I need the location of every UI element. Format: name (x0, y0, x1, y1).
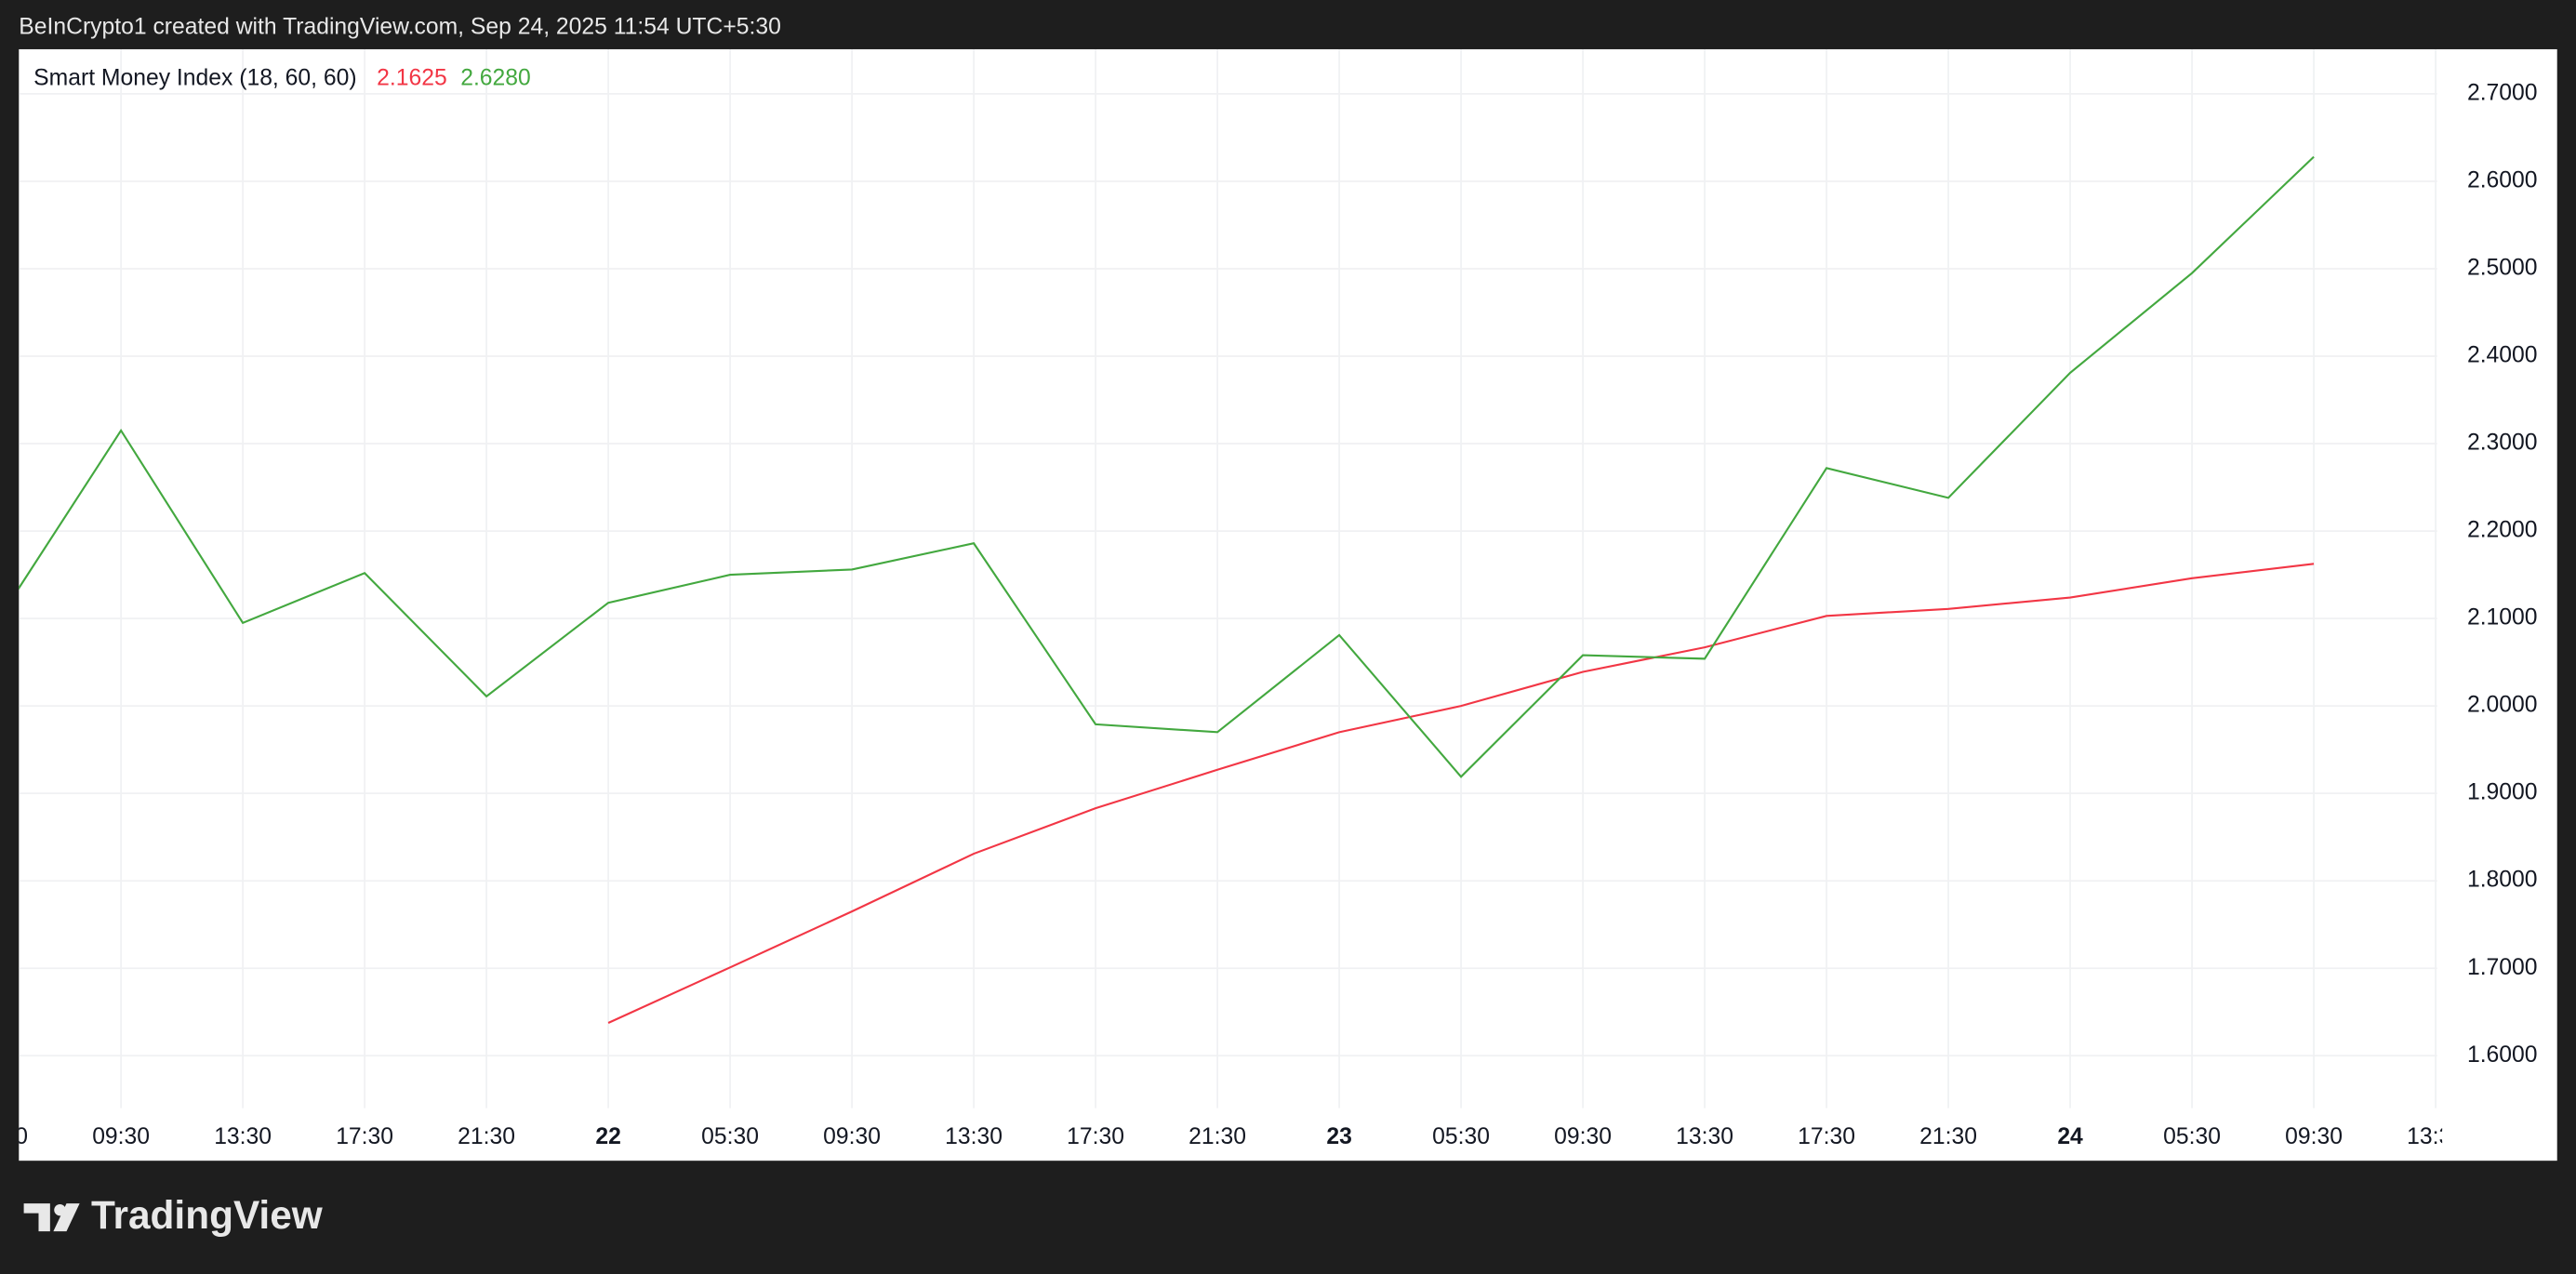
y-tick-label: 2.3000 (2467, 431, 2538, 456)
brand: TradingView (91, 1193, 324, 1237)
x-tick-label: 21:30 (1188, 1124, 1246, 1149)
y-tick-label: 2.0000 (2467, 693, 2538, 718)
x-tick-label: 05:30 (2163, 1124, 2221, 1149)
x-tick-label: 23 (1326, 1124, 1351, 1149)
grid (19, 48, 2437, 1108)
x-tick-label: 13:30 (214, 1124, 272, 1149)
series-line (19, 155, 2315, 778)
x-tick-label: 21:30 (1919, 1124, 1977, 1149)
x-tick-label: 17:30 (336, 1124, 393, 1149)
logo: TradingView (23, 1193, 324, 1237)
chart-pane (19, 48, 2557, 1161)
y-tick-label: 2.6000 (2467, 167, 2538, 192)
x-axis: 05:30 09:30 13:30 17:30 21:30 22 05:30 09:30 13:… (0, 1124, 2464, 1149)
legend-value: 2.6280 (460, 65, 531, 90)
y-tick-label: 1.6000 (2467, 1042, 2538, 1068)
y-tick-label: 1.8000 (2467, 868, 2538, 893)
legend-title: Smart Money Index (18, 60, 60) (33, 65, 356, 90)
y-tick-label: 1.9000 (2467, 780, 2538, 805)
x-tick-label: 21:30 (458, 1124, 515, 1149)
x-tick-label: 13:30 (1676, 1124, 1733, 1149)
y-axis: 1.6000 1.7000 1.8000 1.9000 2.0000 2.1000 2.20… (2467, 80, 2538, 1067)
lines (19, 155, 2315, 1024)
x-tick-label: 13:30 (2407, 1124, 2464, 1149)
x-tick-label: 09:30 (1554, 1124, 1612, 1149)
x-tick-label: 13:30 (945, 1124, 1003, 1149)
y-tick-label: 2.1000 (2467, 605, 2538, 630)
logo-mark (23, 1203, 50, 1232)
x-tick-label: 09:30 (2285, 1124, 2343, 1149)
x-tick-label: 05:30 (1432, 1124, 1490, 1149)
attribution: BeInCrypto1 created with TradingView.com… (19, 15, 781, 40)
series-line (607, 563, 2315, 1024)
legend: Smart Money Index (18, 60, 60) 2.1625 2.… (33, 65, 531, 90)
y-tick-label: 1.7000 (2467, 955, 2538, 980)
x-tick-label: 17:30 (1798, 1124, 1855, 1149)
x-tick-label: 05:30 (701, 1124, 759, 1149)
y-tick-label: 2.4000 (2467, 343, 2538, 368)
x-tick-label: 05:30 (0, 1124, 28, 1149)
legend-value: 2.1625 (377, 65, 447, 90)
x-tick-label: 22 (595, 1124, 620, 1149)
y-tick-label: 2.5000 (2467, 256, 2538, 281)
logo-mark (53, 1203, 80, 1232)
x-tick-label: 09:30 (92, 1124, 150, 1149)
x-tick-label: 24 (2057, 1124, 2083, 1149)
y-tick-label: 2.7000 (2467, 80, 2538, 105)
x-tick-label: 17:30 (1067, 1124, 1124, 1149)
y-tick-label: 2.2000 (2467, 518, 2538, 543)
x-tick-label: 09:30 (823, 1124, 881, 1149)
